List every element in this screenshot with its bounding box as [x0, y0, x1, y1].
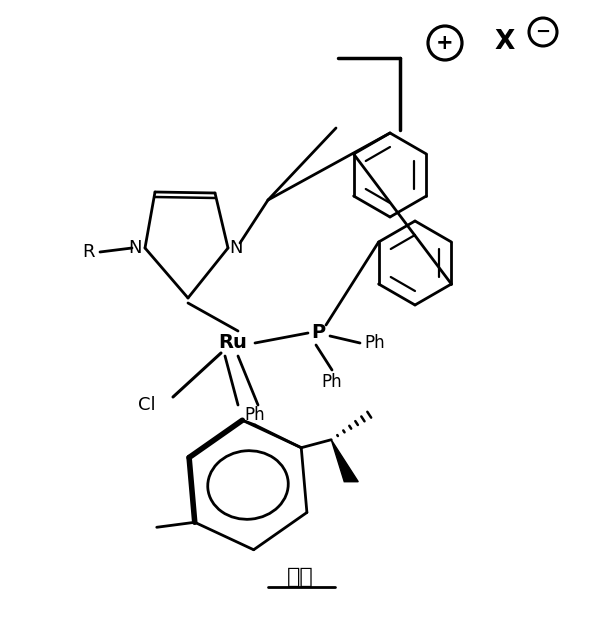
Text: N: N	[230, 239, 242, 257]
Text: Cl: Cl	[138, 396, 156, 414]
Text: P: P	[311, 323, 325, 343]
Text: X: X	[495, 29, 515, 55]
Polygon shape	[331, 440, 358, 482]
Text: +: +	[436, 33, 454, 53]
Text: Ph: Ph	[322, 373, 342, 391]
Text: Ph: Ph	[365, 334, 385, 352]
Text: N: N	[128, 239, 142, 257]
Text: −: −	[536, 23, 550, 41]
Text: Ph: Ph	[245, 406, 266, 424]
Text: Ru: Ru	[218, 333, 247, 353]
Text: 式一: 式一	[287, 566, 313, 588]
Text: R: R	[82, 243, 94, 261]
